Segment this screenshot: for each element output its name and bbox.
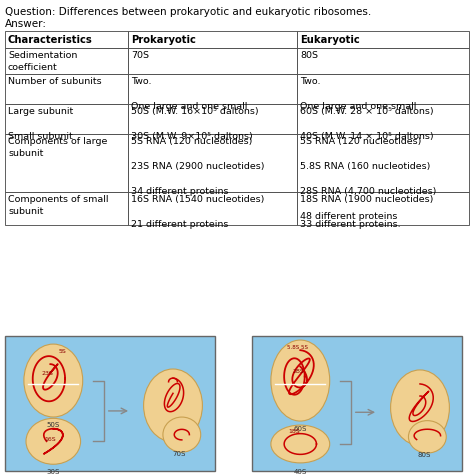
- Ellipse shape: [271, 425, 330, 463]
- Bar: [5, 336, 215, 471]
- Bar: [297, 134, 469, 192]
- Text: Components of large
subunit: Components of large subunit: [8, 137, 108, 159]
- Text: 5S RNA (120 nucleotides)

23S RNA (2900 nucleotides)

34 different proteins: 5S RNA (120 nucleotides) 23S RNA (2900 n…: [131, 137, 264, 196]
- Bar: [297, 192, 469, 225]
- Ellipse shape: [26, 418, 81, 464]
- Ellipse shape: [271, 340, 330, 421]
- Text: 50S (M.W. 16×10⁵ daltons)

30S (M.W. 9×10⁵ daltons): 50S (M.W. 16×10⁵ daltons) 30S (M.W. 9×10…: [131, 107, 259, 141]
- Text: 16S RNA (1540 nucleotides)

21 different proteins: 16S RNA (1540 nucleotides) 21 different …: [131, 195, 264, 229]
- Text: Two.

One large and one small: Two. One large and one small: [301, 77, 417, 111]
- Text: 5S: 5S: [58, 349, 66, 354]
- Text: 5S RNA (120 nucleotides)

5.8S RNA (160 nucleotides)

28S RNA (4,700 nucleotides: 5S RNA (120 nucleotides) 5.8S RNA (160 n…: [301, 137, 437, 221]
- Text: 60S (M.W. 28 × 10⁵ daltons)

40S (M.W. 14 × 10⁵ daltons): 60S (M.W. 28 × 10⁵ daltons) 40S (M.W. 14…: [301, 107, 434, 141]
- Bar: [128, 74, 297, 104]
- Bar: [297, 48, 469, 74]
- Ellipse shape: [391, 370, 449, 446]
- Ellipse shape: [163, 417, 201, 452]
- Bar: [5, 192, 128, 225]
- Text: 28S: 28S: [293, 369, 305, 374]
- Text: 30S: 30S: [46, 469, 60, 475]
- Text: Eukaryotic: Eukaryotic: [301, 35, 360, 45]
- Text: Answer:: Answer:: [5, 19, 47, 29]
- Text: 40S: 40S: [294, 468, 307, 475]
- Bar: [128, 104, 297, 134]
- Bar: [5, 134, 128, 192]
- Bar: [5, 74, 128, 104]
- Text: Prokaryotic: Prokaryotic: [131, 35, 196, 45]
- Bar: [5, 31, 128, 48]
- Bar: [252, 336, 462, 471]
- Ellipse shape: [144, 369, 202, 442]
- Text: 16S: 16S: [45, 436, 56, 442]
- Text: 60S: 60S: [293, 426, 307, 432]
- Text: 5.8S 5S: 5.8S 5S: [287, 345, 308, 350]
- Bar: [297, 31, 469, 48]
- Text: 18S RNA (1900 nucleotides)

33 different proteins.: 18S RNA (1900 nucleotides) 33 different …: [301, 195, 434, 229]
- Text: 23S: 23S: [42, 371, 54, 376]
- Bar: [5, 104, 128, 134]
- Text: Characteristics: Characteristics: [8, 35, 93, 45]
- Bar: [297, 104, 469, 134]
- Text: 80S: 80S: [301, 51, 319, 60]
- Text: 80S: 80S: [418, 452, 431, 458]
- Ellipse shape: [409, 421, 446, 453]
- Text: 70S: 70S: [172, 451, 185, 457]
- Text: Large subunit

Small subunit: Large subunit Small subunit: [8, 107, 73, 141]
- Bar: [128, 134, 297, 192]
- Text: Components of small
subunit: Components of small subunit: [8, 195, 109, 217]
- Text: 70S: 70S: [131, 51, 149, 60]
- Bar: [128, 192, 297, 225]
- Bar: [128, 48, 297, 74]
- Bar: [5, 48, 128, 74]
- Text: 18S: 18S: [289, 428, 300, 434]
- Text: Number of subunits: Number of subunits: [8, 77, 101, 86]
- Text: 50S: 50S: [46, 423, 60, 428]
- Bar: [297, 74, 469, 104]
- Bar: [128, 31, 297, 48]
- Text: Two.

One large and one small: Two. One large and one small: [131, 77, 247, 111]
- Ellipse shape: [24, 344, 82, 417]
- Text: Question: Differences between prokaryotic and eukaryotic ribosomes.: Question: Differences between prokaryoti…: [5, 7, 371, 17]
- Text: Sedimentation
coefficient: Sedimentation coefficient: [8, 51, 77, 72]
